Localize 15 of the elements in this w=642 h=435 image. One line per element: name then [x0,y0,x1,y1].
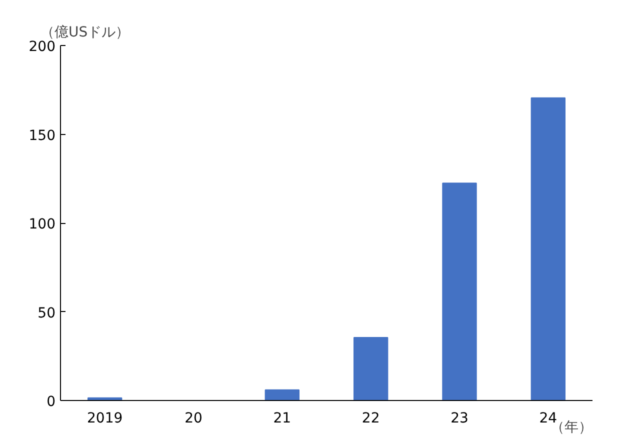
x-tick-label: 21 [273,410,292,426]
bar [530,97,566,400]
y-tick-label: 50 [38,305,56,322]
x-tick-label: 22 [362,410,380,426]
x-tick-label: 23 [450,410,468,426]
x-tick-label: 2019 [87,410,123,426]
bar [442,182,477,400]
y-tick-label: 200 [28,39,56,55]
bar [264,389,300,400]
y-tick-label: 0 [46,394,56,410]
y-tick-label: 150 [28,128,56,144]
y-tick-label: 100 [28,216,56,232]
y-axis-title: （億USドル） [40,24,130,40]
bar [353,336,388,400]
x-tick-label: 20 [184,410,202,426]
